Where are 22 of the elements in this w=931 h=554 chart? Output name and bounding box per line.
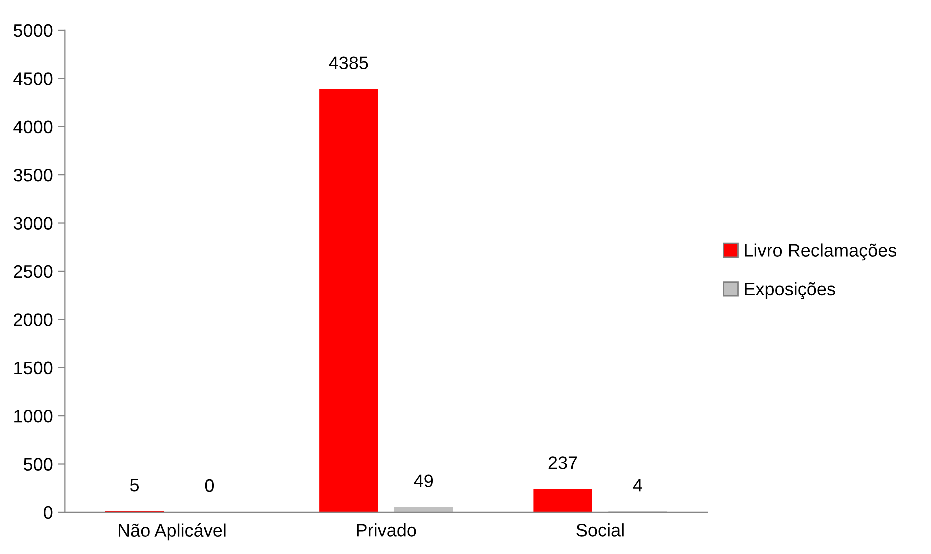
y-tick-label: 2500 xyxy=(14,265,53,278)
x-tick-label: Privado xyxy=(357,524,416,537)
y-tick-label: 1500 xyxy=(14,362,53,375)
data-label: 4 xyxy=(633,479,642,492)
data-label: 4385 xyxy=(329,56,368,70)
y-tick-label: 0 xyxy=(44,506,53,520)
y-tick-label: 2000 xyxy=(14,314,53,326)
data-label: 49 xyxy=(414,474,434,488)
legend-label: Exposições xyxy=(745,282,836,300)
y-tick-label: 4000 xyxy=(14,120,53,134)
x-tick-label: Não Aplicável xyxy=(119,524,226,541)
x-tick-label: Social xyxy=(576,524,624,537)
y-tick-label: 3000 xyxy=(14,217,53,230)
data-label: 5 xyxy=(130,479,140,492)
y-tick-label: 3500 xyxy=(14,169,53,182)
y-tick-label: 5000 xyxy=(14,24,53,38)
y-tick-label: 4500 xyxy=(14,72,53,86)
legend-label: Livro Reclamações xyxy=(745,244,897,261)
y-tick-label: 500 xyxy=(24,458,53,471)
y-tick-label: 1000 xyxy=(14,410,53,423)
data-label: 237 xyxy=(548,456,578,470)
data-label: 0 xyxy=(205,479,214,492)
